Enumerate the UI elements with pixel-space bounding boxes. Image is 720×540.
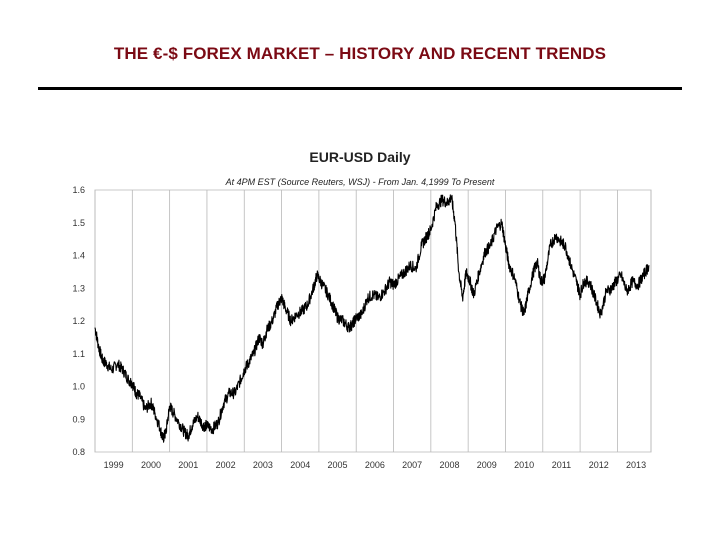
x-tick-label: 2000 (141, 460, 161, 470)
x-tick-label: 2006 (365, 460, 385, 470)
y-tick-label: 1.2 (72, 316, 85, 326)
chart-subtitle: At 4PM EST (Source Reuters, WSJ) - From … (225, 177, 495, 187)
y-tick-label: 1.5 (72, 218, 85, 228)
x-tick-label: 2005 (328, 460, 348, 470)
y-tick-label: 1.4 (72, 251, 85, 261)
x-tick-label: 2001 (178, 460, 198, 470)
x-tick-label: 2002 (216, 460, 236, 470)
x-tick-label: 2007 (402, 460, 422, 470)
x-tick-label: 2013 (626, 460, 646, 470)
x-tick-label: 2003 (253, 460, 273, 470)
slide-title: THE €-$ FOREX MARKET – HISTORY AND RECEN… (113, 44, 607, 63)
y-tick-label: 1.1 (72, 349, 85, 359)
eurusd-chart: 0.8 0.9 1.0 1.1 1.2 1.3 1.4 1.5 1.6 1999 2000 2001… (55, 130, 665, 480)
y-tick-label: 1.0 (72, 382, 85, 392)
x-tick-label: 1999 (104, 460, 124, 470)
plot-area (94, 189, 652, 453)
x-tick-label: 2012 (589, 460, 609, 470)
series-line-eurusd (94, 194, 650, 443)
chart-canvas: 0.8 0.9 1.0 1.1 1.2 1.3 1.4 1.5 1.6 1999 2000 2001… (72, 149, 652, 470)
y-tick-label: 1.3 (72, 283, 85, 293)
y-tick-label: 0.8 (72, 447, 85, 457)
y-tick-label: 0.9 (72, 414, 85, 424)
x-tick-label: 2008 (439, 460, 459, 470)
x-tick-label: 2011 (552, 460, 571, 470)
x-tick-label: 2004 (290, 460, 310, 470)
title-divider (38, 87, 682, 90)
x-tick-label: 2009 (477, 460, 497, 470)
y-tick-label: 1.6 (72, 185, 85, 195)
chart-title: EUR-USD Daily (309, 149, 410, 165)
x-tick-label: 2010 (514, 460, 534, 470)
